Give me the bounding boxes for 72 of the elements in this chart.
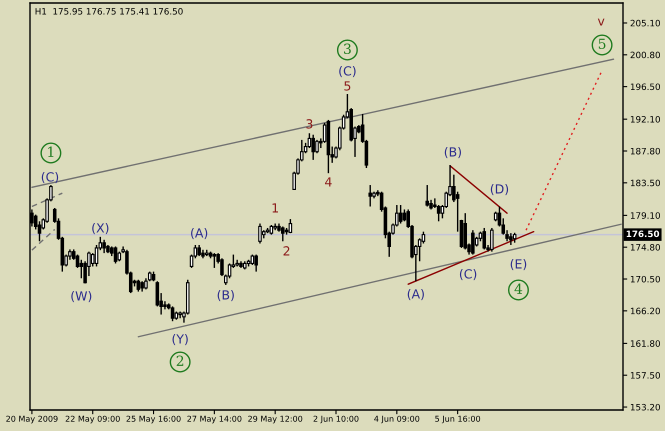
annotation: (W) (71, 290, 92, 302)
candlestick (170, 306, 174, 322)
candlestick (494, 210, 498, 222)
y-tick-label: 166.20 (630, 308, 660, 314)
annotation: 2 (176, 356, 184, 366)
y-tick-label: 179.10 (630, 212, 660, 219)
y-tick-label: 183.50 (630, 180, 660, 186)
candlestick (288, 218, 292, 234)
candlestick (197, 244, 201, 257)
candlestick (250, 254, 254, 266)
annotation: 5 (344, 81, 350, 91)
annotation: (B) (218, 290, 234, 302)
y-tick-label: 187.80 (630, 148, 660, 154)
x-tick-label: 22 May 09:00 (66, 416, 120, 424)
annotation: 4 (514, 284, 522, 294)
x-tick-label: 4 Jun 09:00 (374, 416, 420, 424)
annotation: 2 (284, 246, 290, 256)
x-tick-label: 2 Jun 10:00 (314, 416, 358, 424)
annotation: 5 (598, 38, 606, 50)
candlestick (136, 279, 140, 292)
annotation: (X) (92, 222, 108, 234)
candlestick (425, 184, 430, 208)
candlestick (315, 139, 319, 154)
annotation: (Y) (172, 334, 188, 346)
y-tick-label: 153.20 (630, 404, 660, 410)
annotation: (E) (510, 258, 526, 270)
ref-line-label: 176.50 (626, 230, 660, 238)
candlestick (512, 232, 516, 244)
candlestick (311, 134, 315, 161)
candlestick (118, 250, 122, 262)
x-tick-label: 29 May 12:00 (248, 416, 302, 424)
x-tick-label: 25 May 16:00 (126, 416, 181, 424)
x-tick-label: 5 Jun 16:00 (435, 416, 480, 424)
annotation: v (598, 18, 604, 26)
candlestick (482, 227, 486, 250)
annotation: 3 (344, 44, 351, 54)
annotation: 4 (325, 177, 332, 186)
x-tick-label: 27 May 14:00 (187, 416, 242, 424)
annotation: 1 (272, 203, 278, 212)
y-tick-label: 192.10 (630, 116, 660, 123)
candlestick (254, 254, 258, 272)
y-tick-label: 196.50 (630, 83, 660, 90)
candlestick (258, 222, 262, 244)
candlestick (509, 232, 513, 246)
y-tick-label: 157.50 (630, 372, 660, 379)
annotation: 1 (48, 146, 54, 157)
candlestick (368, 184, 372, 208)
annotation: (D) (490, 184, 508, 196)
x-tick-label: 20 May 2009 (6, 416, 58, 424)
annotation: (A) (408, 288, 424, 300)
y-tick-label: 174.80 (630, 244, 660, 251)
annotation: (A) (191, 228, 208, 240)
y-tick-label: 161.80 (630, 340, 660, 347)
candlestick (281, 226, 285, 242)
candlestick (212, 252, 216, 269)
annotation: (C) (460, 268, 476, 280)
y-tick-label: 200.80 (630, 52, 660, 58)
y-tick-label: 205.10 (630, 20, 660, 26)
candlestick (490, 227, 494, 252)
candlestick (114, 246, 118, 264)
candlestick (102, 239, 106, 254)
candlestick (308, 132, 312, 149)
annotation: (B) (444, 146, 461, 158)
y-tick-label: 170.50 (630, 276, 660, 282)
candlestick (152, 270, 156, 282)
annotation: (C) (339, 66, 356, 78)
annotation: (C) (42, 172, 58, 184)
chart-title: H1 175.95 176.75 175.41 176.50 (36, 8, 183, 15)
candlestick (140, 280, 144, 292)
candlestick (270, 224, 274, 236)
candlestick (398, 204, 402, 224)
candlestick (471, 229, 475, 256)
